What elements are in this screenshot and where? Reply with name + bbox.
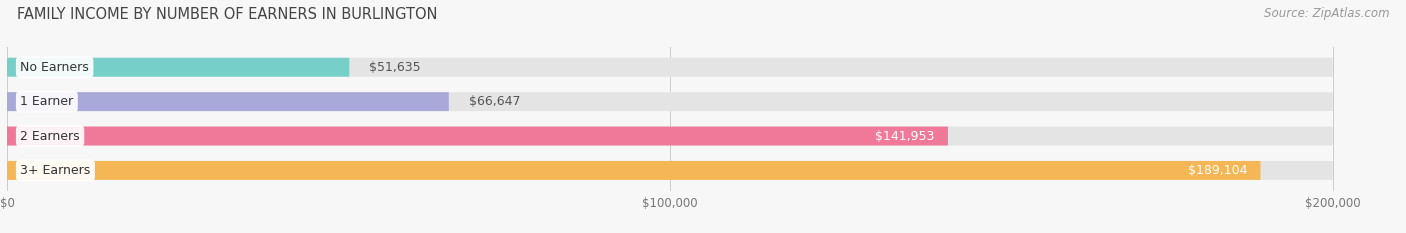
FancyBboxPatch shape — [7, 58, 1333, 77]
Text: 3+ Earners: 3+ Earners — [20, 164, 90, 177]
Text: No Earners: No Earners — [20, 61, 89, 74]
FancyBboxPatch shape — [7, 161, 1333, 180]
Text: $51,635: $51,635 — [370, 61, 420, 74]
Text: FAMILY INCOME BY NUMBER OF EARNERS IN BURLINGTON: FAMILY INCOME BY NUMBER OF EARNERS IN BU… — [17, 7, 437, 22]
FancyBboxPatch shape — [7, 161, 1260, 180]
Text: 2 Earners: 2 Earners — [20, 130, 80, 143]
FancyBboxPatch shape — [7, 58, 349, 77]
Text: $66,647: $66,647 — [468, 95, 520, 108]
FancyBboxPatch shape — [7, 127, 948, 145]
FancyBboxPatch shape — [7, 92, 449, 111]
FancyBboxPatch shape — [7, 127, 1333, 145]
FancyBboxPatch shape — [7, 92, 1333, 111]
Text: $141,953: $141,953 — [876, 130, 935, 143]
Text: $189,104: $189,104 — [1188, 164, 1247, 177]
Text: 1 Earner: 1 Earner — [20, 95, 73, 108]
Text: Source: ZipAtlas.com: Source: ZipAtlas.com — [1264, 7, 1389, 20]
